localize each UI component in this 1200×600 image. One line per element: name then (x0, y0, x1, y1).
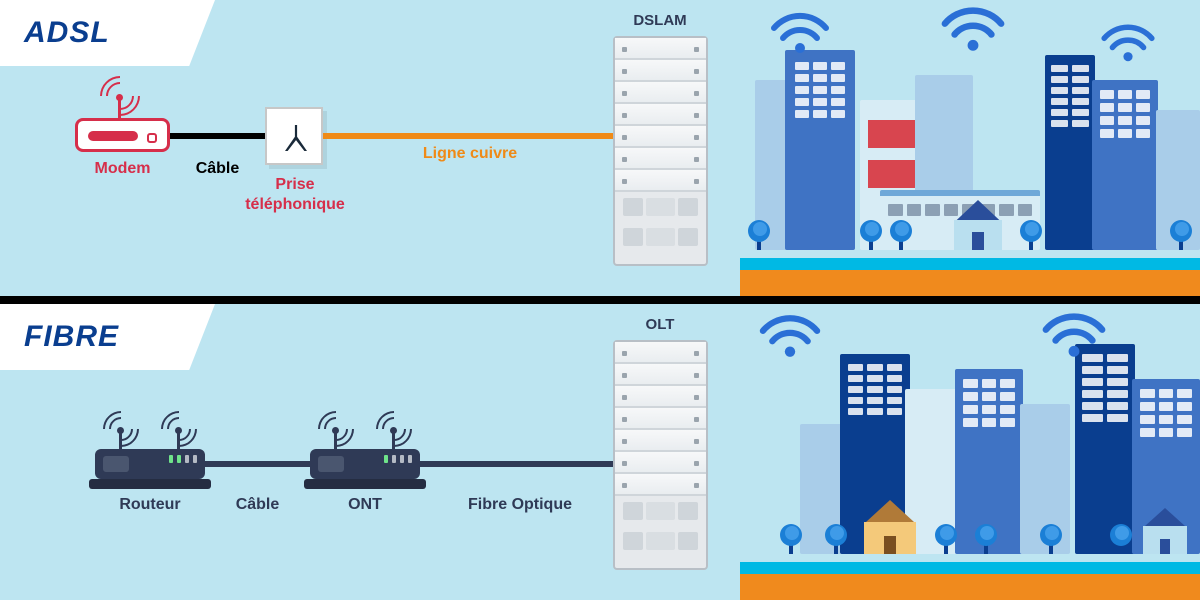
fibre-cable-label: Câble (215, 496, 300, 514)
adsl-title: ADSL (24, 16, 110, 50)
fibre-cityscape-icon (740, 304, 1200, 600)
fibre-router-label: Routeur (90, 496, 210, 514)
house-icon (950, 200, 1006, 250)
fibre-ont-icon (310, 449, 420, 479)
fibre-title: FIBRE (24, 320, 119, 354)
fibre-cable-line (205, 461, 310, 467)
adsl-modem-label: Modem (75, 160, 170, 178)
adsl-server-label: DSLAM (610, 12, 710, 29)
wifi-icon (1040, 308, 1108, 360)
house-icon (860, 500, 920, 554)
wifi-icon (940, 2, 1006, 54)
diagram-container: ADSL Modem Câble Prise téléphonique Lign… (0, 0, 1200, 600)
fibre-server-label: OLT (610, 316, 710, 333)
panel-fibre: FIBRE Routeur Câble (0, 304, 1200, 600)
fibre-optic-label: Fibre Optique (440, 496, 600, 514)
fibre-ont-label: ONT (310, 496, 420, 514)
adsl-socket-label: Prise téléphonique (225, 175, 365, 215)
olt-server-icon (613, 340, 708, 570)
adsl-modem-antenna-icon (100, 76, 140, 120)
adsl-copper-line (323, 133, 613, 139)
adsl-modem-icon (75, 118, 170, 152)
panel-divider (0, 296, 1200, 304)
house-icon (1140, 508, 1190, 554)
wifi-icon (770, 8, 830, 56)
adsl-cable-line (170, 133, 265, 139)
phone-socket-icon (265, 107, 323, 165)
wifi-icon (758, 310, 822, 360)
fibre-router-icon (95, 449, 205, 479)
fibre-optic-line (420, 461, 615, 467)
panel-adsl: ADSL Modem Câble Prise téléphonique Lign… (0, 0, 1200, 296)
dslam-server-icon (613, 36, 708, 266)
fibre-title-corner: FIBRE (0, 304, 215, 370)
adsl-cityscape-icon (740, 0, 1200, 296)
adsl-copper-label: Ligne cuivre (390, 145, 550, 163)
adsl-title-corner: ADSL (0, 0, 215, 66)
wifi-icon (1100, 20, 1156, 64)
